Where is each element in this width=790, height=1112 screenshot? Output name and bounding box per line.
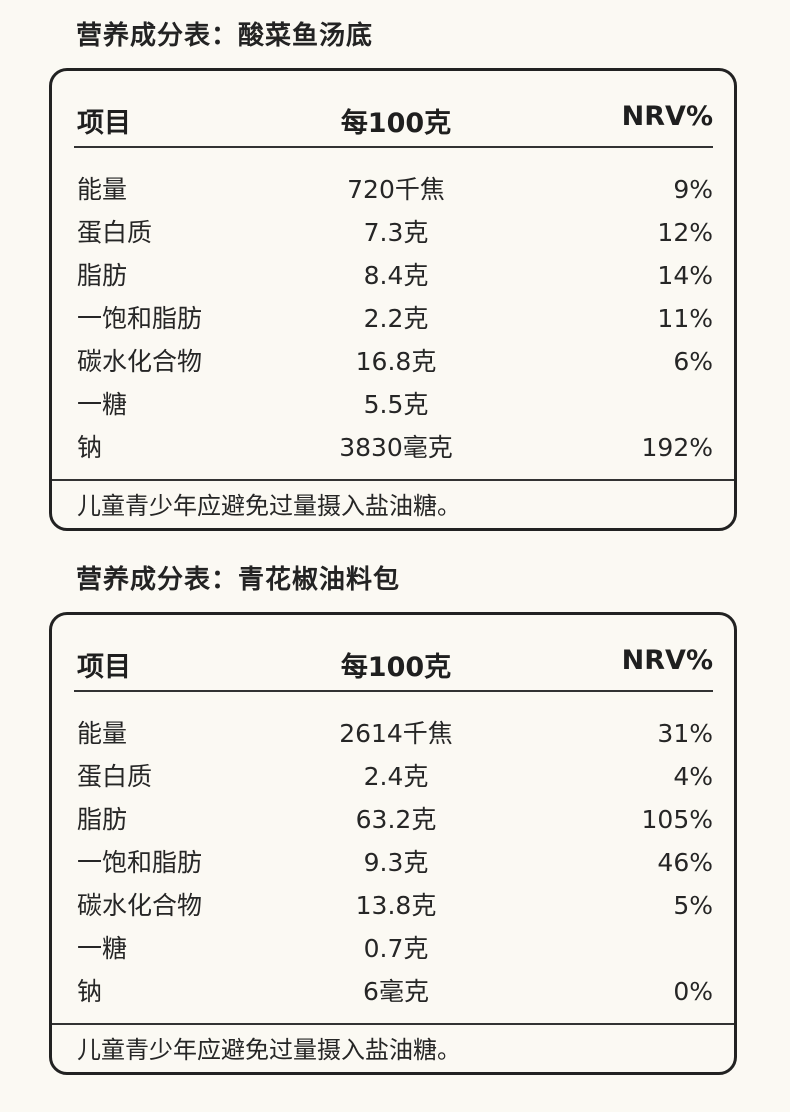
header-divider (74, 146, 713, 148)
nutrition-table-card: 项目 每100克 NRV% 能量 720千焦 9% 蛋白质 7.3克 12% 脂… (49, 68, 737, 531)
nutrient-value: 7.3克 (363, 218, 429, 247)
nutrient-nrv: 6% (673, 347, 713, 376)
nutrient-nrv: 11% (657, 304, 713, 333)
table-row: 钠 3830毫克 192% (52, 426, 734, 469)
nutrient-name: 钠 (77, 433, 103, 462)
header-divider (74, 690, 713, 692)
nutrient-rows: 能量 720千焦 9% 蛋白质 7.3克 12% 脂肪 8.4克 14% 一饱和… (52, 168, 734, 469)
nutrient-nrv: 31% (657, 719, 713, 748)
table-row: 一糖 0.7克 (52, 927, 734, 970)
nutrient-nrv: 105% (641, 805, 713, 834)
nutrient-nrv: 192% (641, 433, 713, 462)
nutrient-name: 一饱和脂肪 (77, 304, 203, 333)
nutrient-name: 脂肪 (77, 805, 128, 834)
nutrient-value: 16.8克 (355, 347, 437, 376)
header-item: 项目 (77, 652, 131, 683)
nutrient-nrv: 14% (657, 261, 713, 290)
nutrient-value: 5.5克 (363, 390, 429, 419)
nutrient-name: 蛋白质 (77, 762, 153, 791)
nutrient-value: 13.8克 (355, 891, 437, 920)
nutrient-rows: 能量 2614千焦 31% 蛋白质 2.4克 4% 脂肪 63.2克 105% … (52, 712, 734, 1013)
nutrient-name: 能量 (77, 719, 128, 748)
section-title: 营养成分表：酸菜鱼汤底 (76, 21, 374, 51)
nutrition-table-card: 项目 每100克 NRV% 能量 2614千焦 31% 蛋白质 2.4克 4% … (49, 612, 737, 1075)
header-per-100g: 每100克 (340, 108, 452, 139)
table-row: 钠 6毫克 0% (52, 970, 734, 1013)
health-note: 儿童青少年应避免过量摄入盐油糖。 (77, 492, 461, 520)
nutrient-value: 2.4克 (363, 762, 429, 791)
table-row: 一饱和脂肪 2.2克 11% (52, 297, 734, 340)
nutrient-name: 脂肪 (77, 261, 128, 290)
header-item: 项目 (77, 108, 131, 139)
nutrient-value: 2614千焦 (339, 719, 453, 748)
nutrient-value: 720千焦 (347, 175, 445, 204)
nutrient-value: 2.2克 (363, 304, 429, 333)
nutrient-value: 8.4克 (363, 261, 429, 290)
nutrient-name: 一糖 (77, 934, 128, 963)
nutrient-name: 一饱和脂肪 (77, 848, 203, 877)
nutrient-nrv: 46% (657, 848, 713, 877)
nutrient-value: 0.7克 (363, 934, 429, 963)
nutrient-value: 3830毫克 (339, 433, 453, 462)
section-title: 营养成分表：青花椒油料包 (76, 565, 401, 595)
nutrient-nrv: 4% (673, 762, 713, 791)
header-per-100g: 每100克 (340, 652, 452, 683)
nutrient-value: 6毫克 (363, 977, 429, 1006)
table-row: 一饱和脂肪 9.3克 46% (52, 841, 734, 884)
nutrient-name: 蛋白质 (77, 218, 153, 247)
nutrient-name: 碳水化合物 (77, 347, 203, 376)
nutrient-nrv: 9% (673, 175, 713, 204)
table-row: 能量 720千焦 9% (52, 168, 734, 211)
header-nrv: NRV% (621, 645, 713, 676)
nutrient-name: 碳水化合物 (77, 891, 203, 920)
table-row: 蛋白质 2.4克 4% (52, 755, 734, 798)
footer-divider (52, 1023, 734, 1025)
header-nrv: NRV% (621, 101, 713, 132)
nutrient-value: 63.2克 (355, 805, 437, 834)
table-row: 能量 2614千焦 31% (52, 712, 734, 755)
health-note: 儿童青少年应避免过量摄入盐油糖。 (77, 1036, 461, 1064)
table-row: 蛋白质 7.3克 12% (52, 211, 734, 254)
nutrient-name: 一糖 (77, 390, 128, 419)
nutrient-nrv: 12% (657, 218, 713, 247)
table-row: 碳水化合物 13.8克 5% (52, 884, 734, 927)
table-row: 一糖 5.5克 (52, 383, 734, 426)
nutrient-nrv: 0% (673, 977, 713, 1006)
table-row: 碳水化合物 16.8克 6% (52, 340, 734, 383)
nutrient-name: 钠 (77, 977, 103, 1006)
nutrient-value: 9.3克 (363, 848, 429, 877)
footer-divider (52, 479, 734, 481)
nutrient-nrv: 5% (673, 891, 713, 920)
nutrient-name: 能量 (77, 175, 128, 204)
table-row: 脂肪 8.4克 14% (52, 254, 734, 297)
table-row: 脂肪 63.2克 105% (52, 798, 734, 841)
